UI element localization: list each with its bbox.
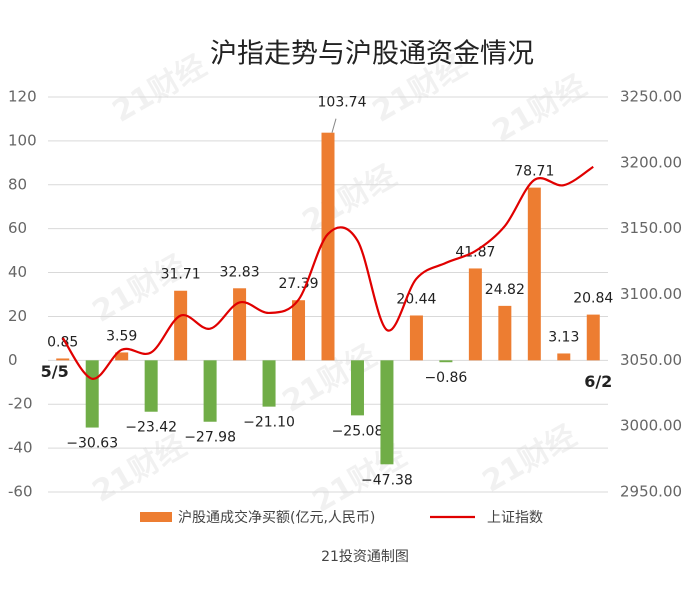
chart-title: 沪指走势与沪股通资金情况 xyxy=(210,39,534,70)
y-tick-label: 60 xyxy=(8,219,27,237)
bar xyxy=(468,268,482,361)
y2-tick-label: 3050.00 xyxy=(620,351,682,369)
bar xyxy=(321,132,335,361)
value-label: −0.86 xyxy=(424,370,467,386)
watermark: 21财经 xyxy=(297,159,403,240)
y-tick-label: -60 xyxy=(8,483,33,501)
legend-label: 上证指数 xyxy=(487,510,543,526)
y-tick-label: 120 xyxy=(8,88,37,106)
x-tick-label: 6/2 xyxy=(584,372,612,391)
value-label: −30.63 xyxy=(66,436,118,452)
bar xyxy=(85,360,99,428)
bar xyxy=(203,360,217,422)
y-tick-label: -20 xyxy=(8,395,33,413)
legend-swatch xyxy=(140,512,172,522)
line xyxy=(61,165,594,380)
value-label: −27.98 xyxy=(184,430,236,446)
y2-tick-label: 3200.00 xyxy=(620,153,682,171)
bar xyxy=(262,360,276,407)
value-label: 3.13 xyxy=(548,329,579,345)
leader-line xyxy=(331,118,337,133)
bar xyxy=(557,353,571,361)
value-label: 103.74 xyxy=(318,95,367,111)
bar xyxy=(292,300,306,361)
watermark: 21财经 xyxy=(487,69,593,150)
y2-tick-label: 3100.00 xyxy=(620,285,682,303)
bar xyxy=(527,187,541,361)
y-tick-label: 80 xyxy=(8,175,27,193)
x-tick-label: 5/5 xyxy=(41,362,69,381)
bar xyxy=(350,360,364,416)
bar xyxy=(144,360,158,412)
bar xyxy=(586,314,600,361)
value-label: 20.44 xyxy=(396,291,436,307)
value-label: 31.71 xyxy=(161,267,201,283)
y2-tick-label: 3150.00 xyxy=(620,219,682,237)
bar xyxy=(56,358,70,361)
value-label: −21.10 xyxy=(243,415,295,431)
y-tick-label: 0 xyxy=(8,351,18,369)
value-label: −25.08 xyxy=(332,423,384,439)
y-tick-label: 20 xyxy=(8,307,27,325)
bar xyxy=(380,360,394,465)
bar xyxy=(115,352,129,361)
value-label: 27.39 xyxy=(278,276,318,292)
value-label: 0.85 xyxy=(47,334,78,350)
bar xyxy=(233,288,247,361)
value-label: −47.38 xyxy=(361,472,413,488)
value-label: 3.59 xyxy=(106,328,137,344)
bar xyxy=(439,360,453,363)
value-label: 78.71 xyxy=(514,164,554,180)
y2-tick-label: 2950.00 xyxy=(620,483,682,501)
y-tick-label: 100 xyxy=(8,131,37,149)
y-tick-label: -40 xyxy=(8,439,33,457)
source: 21投资通制图 xyxy=(321,549,409,565)
bar xyxy=(409,315,423,361)
y2-tick-label: 3250.00 xyxy=(620,88,682,106)
value-label: 32.83 xyxy=(220,264,260,280)
value-label: 20.84 xyxy=(573,291,613,307)
bar xyxy=(498,305,512,361)
legend-label: 沪股通成交净买额(亿元,人民币) xyxy=(178,509,375,526)
y-tick-label: 40 xyxy=(8,263,27,281)
y2-tick-label: 3000.00 xyxy=(620,417,682,435)
bar xyxy=(174,290,188,361)
watermark: 21财经 xyxy=(107,49,213,130)
watermark: 21财经 xyxy=(477,419,583,500)
value-label: 24.82 xyxy=(485,282,525,298)
value-label: −23.42 xyxy=(125,420,177,436)
